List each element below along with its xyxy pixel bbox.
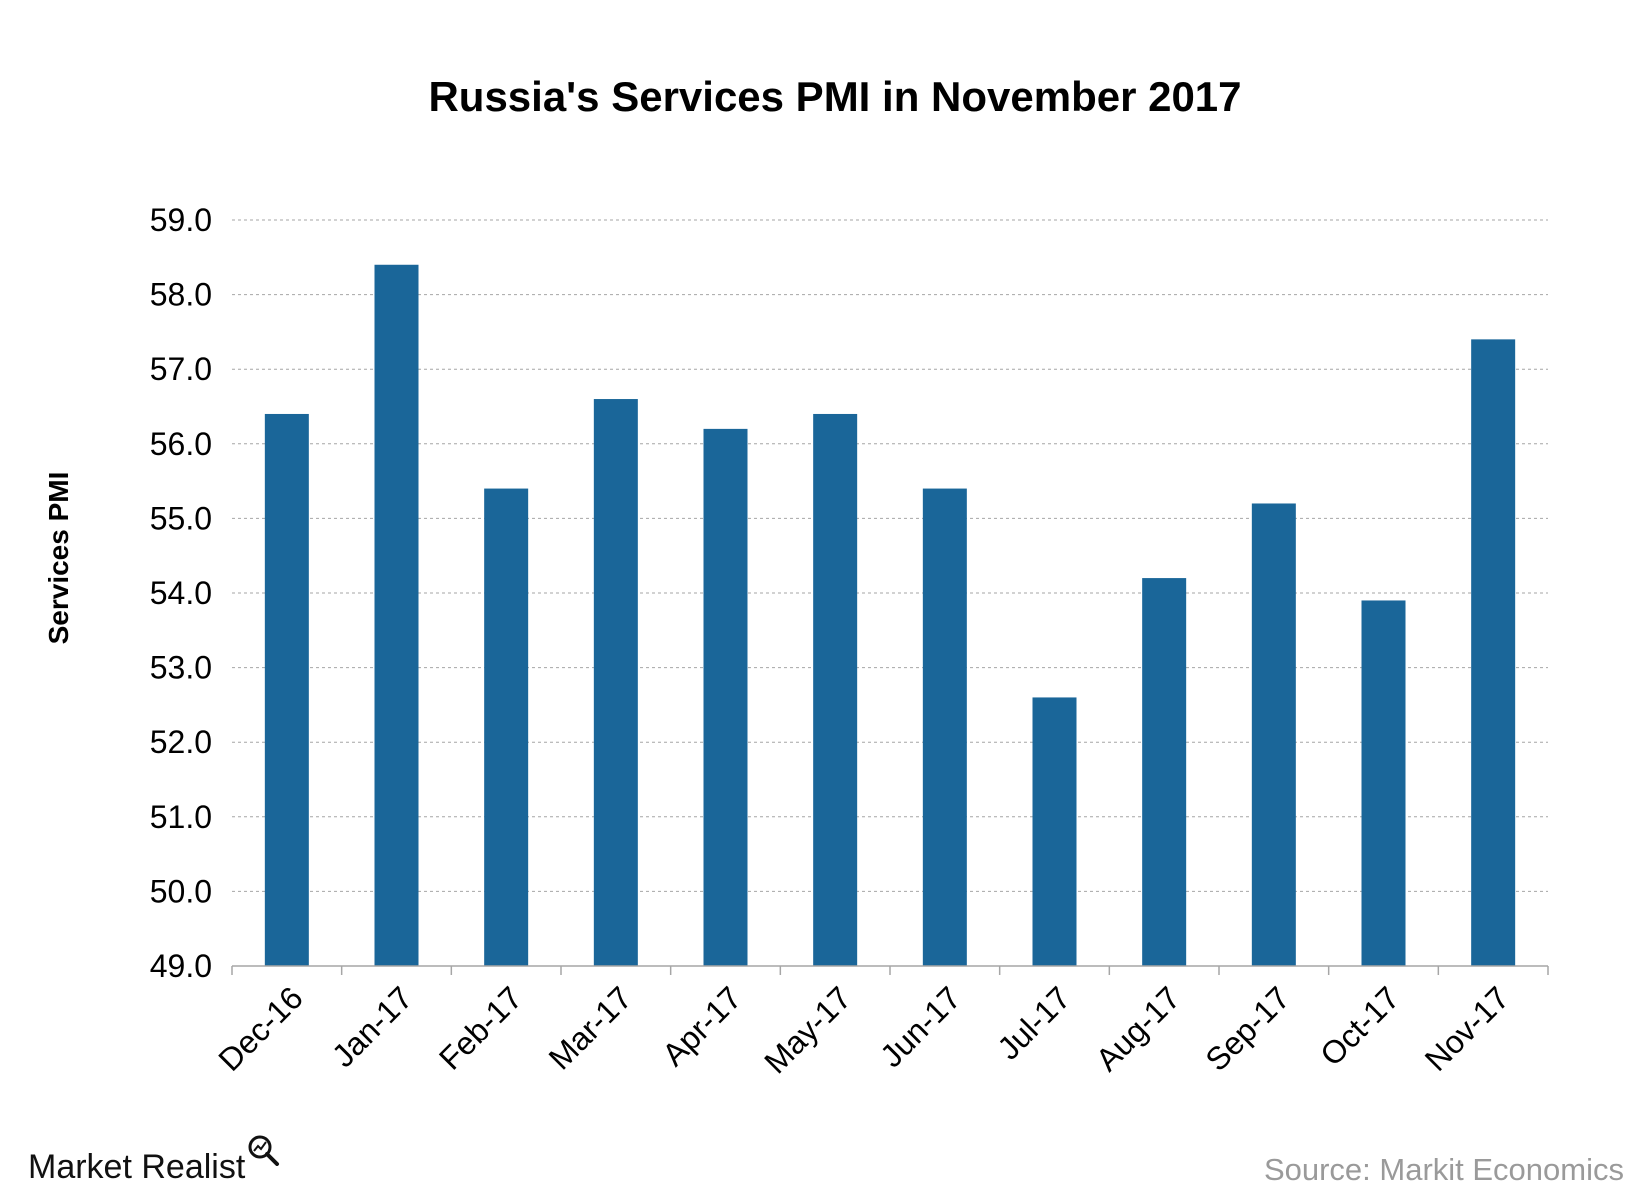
y-tick-label: 54.0 <box>150 575 212 611</box>
y-tick-label: 59.0 <box>150 202 212 238</box>
y-tick-label: 55.0 <box>150 500 212 536</box>
y-tick-label: 50.0 <box>150 873 212 909</box>
gridlines <box>232 219 1548 892</box>
x-tick-label: Dec-16 <box>211 979 309 1077</box>
bar-jun-17 <box>922 488 967 966</box>
magnifier-chart-icon <box>247 1134 283 1175</box>
brand-logo-text: Market Realist <box>28 1148 246 1186</box>
bar-nov-17 <box>1471 339 1516 966</box>
x-tick-label: Mar-17 <box>542 979 639 1076</box>
y-tick-label: 49.0 <box>150 948 212 984</box>
x-tick-label: Jan-17 <box>325 979 420 1074</box>
bar-feb-17 <box>484 488 529 966</box>
y-tick-label: 58.0 <box>150 277 212 313</box>
y-tick-label: 52.0 <box>150 724 212 760</box>
bar-jan-17 <box>374 264 419 966</box>
x-tick-label: Apr-17 <box>655 979 748 1072</box>
bar-sep-17 <box>1251 503 1296 966</box>
y-axis-label: Services PMI <box>43 472 74 645</box>
y-tick-labels: 49.0 50.0 51.0 52.0 53.0 54.0 55.0 56.0 57.0 58.0… <box>150 202 212 984</box>
x-tick-label: Oct-17 <box>1313 979 1406 1072</box>
chart-title: Russia's Services PMI in November 2017 <box>428 73 1241 120</box>
bar-apr-17 <box>703 428 748 966</box>
x-tick-label: Aug-17 <box>1089 979 1187 1077</box>
bar-mar-17 <box>593 399 638 966</box>
y-tick-label: 57.0 <box>150 351 212 387</box>
x-tick-label: Feb-17 <box>432 979 529 1076</box>
bar-aug-17 <box>1142 578 1187 966</box>
x-tick-label: Nov-17 <box>1418 979 1516 1077</box>
bars <box>264 264 1516 967</box>
x-tick-label: Jul-17 <box>990 979 1077 1066</box>
axes <box>231 965 1549 975</box>
x-tick-label: Jun-17 <box>873 979 968 1074</box>
x-tick-labels: Dec-16 Jan-17 Feb-17 Mar-17 Apr-17 May-17 Jun-… <box>211 979 1516 1080</box>
brand-logo: Market Realist <box>28 1135 283 1187</box>
bar-oct-17 <box>1361 600 1406 966</box>
source-note: Source: Markit Economics <box>1263 1152 1624 1187</box>
x-tick-label: May-17 <box>757 979 858 1080</box>
bar-may-17 <box>813 413 858 967</box>
y-tick-label: 53.0 <box>150 650 212 686</box>
bar-dec-16 <box>264 413 309 967</box>
bar-jul-17 <box>1032 697 1077 966</box>
x-tick-label: Sep-17 <box>1198 979 1296 1077</box>
y-tick-label: 56.0 <box>150 426 212 462</box>
y-tick-label: 51.0 <box>150 799 212 835</box>
